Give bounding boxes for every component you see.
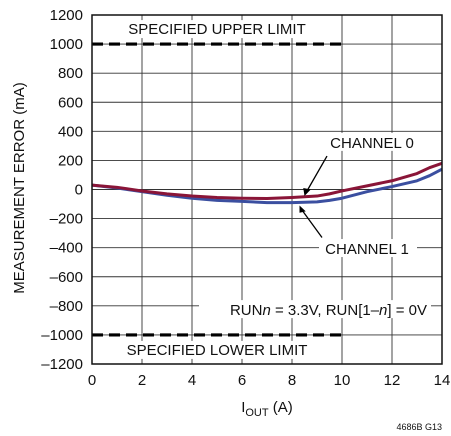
x-tick-label: 0 xyxy=(88,372,96,389)
channel-0-arrow xyxy=(305,155,328,194)
x-axis-title-unit: (A) xyxy=(269,399,293,416)
limit-label-background xyxy=(99,340,335,359)
y-tick-label: 0 xyxy=(75,182,83,199)
x-tick-label: 6 xyxy=(238,372,246,389)
x-tick-label: 8 xyxy=(288,372,296,389)
run-condition-part: = 3.3V, RUN[1– xyxy=(271,302,380,319)
plot-frame xyxy=(91,14,443,365)
limit-lines: SPECIFIED UPPER LIMIT SPECIFIED LOWER LIM… xyxy=(92,20,342,359)
x-tick-label: 10 xyxy=(334,372,351,389)
y-tick-labels: 1200 1000 800 600 400 200 0 –200 –400 –600 –800 –10… xyxy=(41,7,83,373)
run-condition-background xyxy=(199,300,431,319)
x-tick-labels: 0 2 4 6 8 10 12 14 xyxy=(88,372,451,389)
y-tick-label: 800 xyxy=(58,65,83,82)
upper-limit-label: SPECIFIED UPPER LIMIT xyxy=(128,21,306,38)
channel-0-label-background xyxy=(324,132,422,151)
figure-code: 4686B G13 xyxy=(396,422,442,432)
channel-1-arrowhead xyxy=(299,205,306,213)
y-tick-label: 1200 xyxy=(50,7,83,24)
series-line-channel-0 xyxy=(91,161,443,201)
y-tick-label: –200 xyxy=(50,211,83,228)
x-axis-title-main: I xyxy=(241,399,245,416)
y-tick-label: 600 xyxy=(58,94,83,111)
y-axis-title: MEASUREMENT ERROR (mA) xyxy=(11,82,28,293)
y-tick-label: 400 xyxy=(58,123,83,140)
channel-0-label: CHANNEL 0 xyxy=(330,135,414,152)
x-axis-title-sub: OUT xyxy=(245,407,269,419)
channel-1-arrow xyxy=(300,208,323,238)
y-tick-label: –800 xyxy=(50,298,83,315)
y-tick-label: 200 xyxy=(58,152,83,169)
run-condition-part: ] = 0V xyxy=(387,302,427,319)
x-tick-label: 12 xyxy=(384,372,401,389)
channel-0-arrowhead xyxy=(303,188,311,197)
run-condition-part: RUN xyxy=(230,302,263,319)
channel-1-label-background xyxy=(319,239,417,258)
lower-limit-label: SPECIFIED LOWER LIMIT xyxy=(127,342,308,359)
run-condition-part: n xyxy=(262,302,270,319)
series-lines xyxy=(91,161,443,205)
x-tick-label: 14 xyxy=(434,372,451,389)
x-axis-title: IOUT (A) xyxy=(241,399,293,419)
y-tick-label: –1000 xyxy=(41,327,83,344)
y-tick-label: –600 xyxy=(50,269,83,286)
y-tick-label: –400 xyxy=(50,240,83,257)
run-condition-label: RUNn = 3.3V, RUN[1–n] = 0V xyxy=(230,302,427,319)
y-tick-label: 1000 xyxy=(50,36,83,53)
run-condition-part: n xyxy=(379,302,387,319)
channel-1-label: CHANNEL 1 xyxy=(325,241,409,258)
y-tick-label: –1200 xyxy=(41,356,83,373)
limit-label-background xyxy=(99,20,335,39)
x-tick-label: 2 xyxy=(138,372,146,389)
x-tick-label: 4 xyxy=(188,372,196,389)
